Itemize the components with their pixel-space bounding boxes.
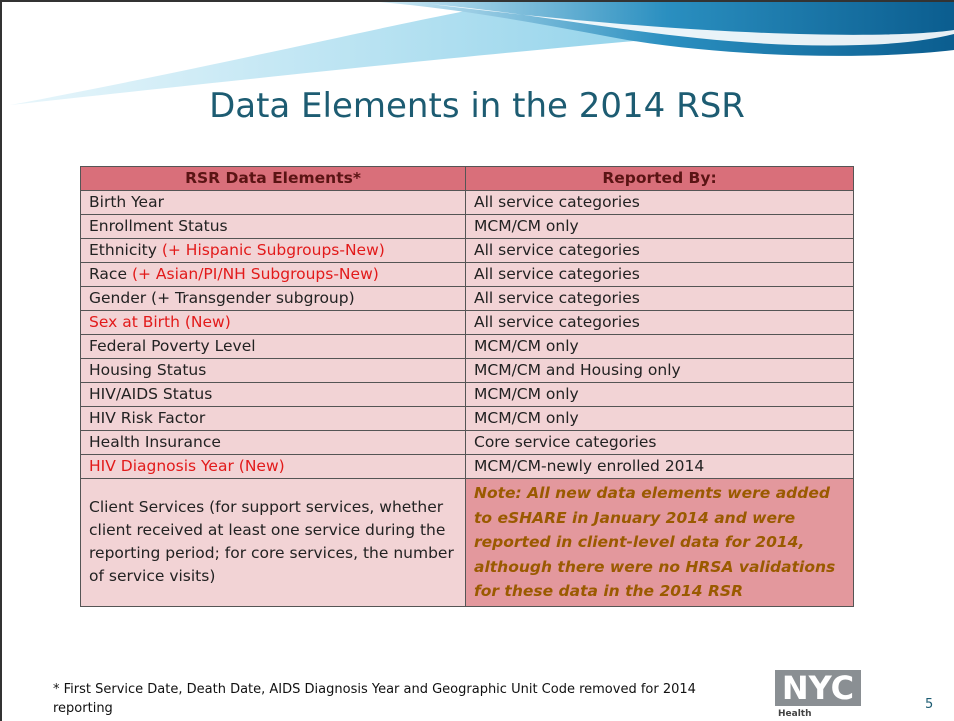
element-text: Health Insurance: [89, 433, 221, 451]
element-cell: Health Insurance: [80, 430, 466, 455]
element-text: Race: [89, 265, 127, 283]
element-text: HIV/AIDS Status: [89, 385, 213, 403]
reported-by-cell: All service categories: [465, 310, 854, 335]
element-cell: Ethnicity (+ Hispanic Subgroups-New): [80, 238, 466, 263]
note-cell: Note: All new data elements were added t…: [465, 478, 854, 607]
table-row: Federal Poverty Level MCM/CM only: [80, 334, 854, 359]
element-addition: (+ Asian/PI/NH Subgroups-New): [131, 265, 379, 283]
table-row: Birth Year All service categories: [80, 190, 854, 215]
table-row: Gender (+ Transgender subgroup) All servi…: [80, 286, 854, 311]
element-text: Federal Poverty Level: [89, 337, 256, 355]
element-text: Housing Status: [89, 361, 207, 379]
element-cell: Birth Year: [80, 190, 466, 215]
element-text: Sex at Birth (New): [89, 313, 231, 331]
column-header: Reported By:: [465, 166, 854, 191]
reported-by-cell: MCM/CM only: [465, 406, 854, 431]
element-addition: (+ Hispanic Subgroups-New): [161, 241, 385, 259]
element-cell: Federal Poverty Level: [80, 334, 466, 359]
table-row: HIV Risk Factor MCM/CM only: [80, 406, 854, 431]
logo-wordmark: NYC: [782, 669, 854, 707]
header-swoosh: [10, 2, 954, 105]
element-text: HIV Diagnosis Year (New): [89, 457, 285, 475]
element-cell: Gender (+ Transgender subgroup): [80, 286, 466, 311]
reported-by-cell: MCM/CM-newly enrolled 2014: [465, 454, 854, 479]
element-cell: Race (+ Asian/PI/NH Subgroups-New): [80, 262, 466, 287]
element-cell: Enrollment Status: [80, 214, 466, 239]
table-row: Housing Status MCM/CM and Housing only: [80, 358, 854, 383]
page-number: 5: [925, 697, 934, 712]
element-cell: HIV Diagnosis Year (New): [80, 454, 466, 479]
element-cell: Client Services (for support services, w…: [80, 478, 466, 607]
logo-subtitle: Health: [778, 709, 812, 718]
table-row: Race (+ Asian/PI/NH Subgroups-New) All se…: [80, 262, 854, 287]
reported-by-cell: All service categories: [465, 262, 854, 287]
reported-by-cell: MCM/CM only: [465, 334, 854, 359]
table-row: HIV Diagnosis Year (New) MCM/CM-newly enr…: [80, 454, 854, 479]
element-cell: HIV/AIDS Status: [80, 382, 466, 407]
reported-by-cell: MCM/CM only: [465, 382, 854, 407]
element-text: Enrollment Status: [89, 217, 228, 235]
element-text: Birth Year: [89, 193, 164, 211]
element-cell: HIV Risk Factor: [80, 406, 466, 431]
reported-by-cell: MCM/CM only: [465, 214, 854, 239]
element-text: Ethnicity: [89, 241, 157, 259]
element-cell: Housing Status: [80, 358, 466, 383]
element-text: Client Services (for support services, w…: [89, 498, 454, 586]
table-row: Ethnicity (+ Hispanic Subgroups-New) All …: [80, 238, 854, 263]
table-row: HIV/AIDS Status MCM/CM only: [80, 382, 854, 407]
slide-title: Data Elements in the 2014 RSR: [209, 86, 745, 126]
data-table: RSR Data Elements* Reported By: Birth Ye…: [80, 166, 854, 607]
element-cell: Sex at Birth (New): [80, 310, 466, 335]
element-text: HIV Risk Factor: [89, 409, 206, 427]
reported-by-cell: All service categories: [465, 238, 854, 263]
reported-by-cell: All service categories: [465, 286, 854, 311]
element-text: Gender (+ Transgender subgroup): [89, 289, 355, 307]
table-row: Client Services (for support services, w…: [80, 478, 854, 607]
table-row: Health Insurance Core service categories: [80, 430, 854, 455]
column-header: RSR Data Elements*: [80, 166, 466, 191]
reported-by-cell: MCM/CM and Housing only: [465, 358, 854, 383]
footnote: * First Service Date, Death Date, AIDS D…: [53, 682, 696, 716]
table-row: Enrollment Status MCM/CM only: [80, 214, 854, 239]
reported-by-cell: Core service categories: [465, 430, 854, 455]
reported-by-cell: All service categories: [465, 190, 854, 215]
nyc-health-logo: NYC Health: [775, 669, 861, 718]
table-row: Sex at Birth (New) All service categories: [80, 310, 854, 335]
